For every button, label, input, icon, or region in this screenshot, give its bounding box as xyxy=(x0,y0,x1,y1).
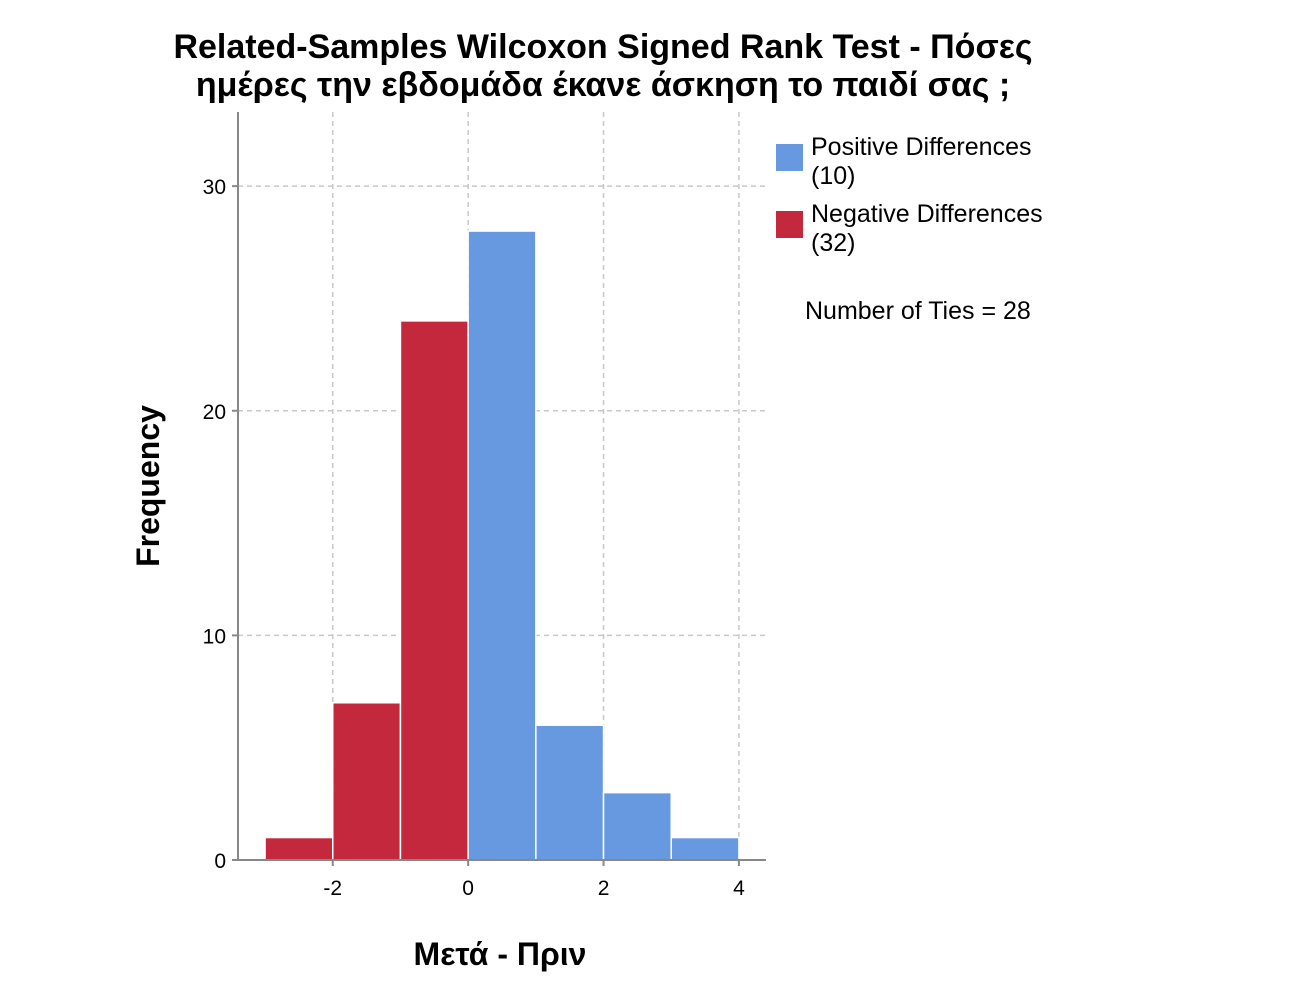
bar-positive-differences xyxy=(467,230,537,861)
chart-title-line-2: ημέρες την εβδομάδα έκανε άσκηση το παιδ… xyxy=(196,66,1010,104)
legend-count-negative: (32) xyxy=(811,229,855,257)
bar-negative-differences xyxy=(332,702,402,861)
y-tick-label: 30 xyxy=(203,176,226,199)
legend: Positive Differences (10) Negative Diffe… xyxy=(776,133,1043,325)
bar-positive-differences xyxy=(602,791,672,861)
bar-negative-differences xyxy=(399,320,469,861)
legend-swatch-positive xyxy=(776,144,803,171)
y-axis-title: Frequency xyxy=(130,405,166,567)
bar-positive-differences xyxy=(535,724,605,861)
x-tick-label: 2 xyxy=(598,877,610,900)
tick-labels: -2 0 2 4 0 10 20 30 xyxy=(203,176,745,900)
x-axis-title: Μετά - Πριν xyxy=(414,936,587,972)
legend-count-positive: (10) xyxy=(811,162,855,190)
bar-positive-differences xyxy=(670,836,740,861)
bar-negative-differences xyxy=(264,836,334,861)
y-tick-label: 20 xyxy=(203,401,226,424)
x-tick-label: 4 xyxy=(733,877,745,900)
bars xyxy=(264,230,740,861)
legend-label-negative: Negative Differences xyxy=(811,200,1043,228)
legend-label-positive: Positive Differences xyxy=(811,133,1031,161)
x-tick-label: -2 xyxy=(323,877,342,900)
legend-swatch-negative xyxy=(776,211,803,238)
axes xyxy=(232,112,766,866)
y-tick-label: 10 xyxy=(203,625,226,648)
ties-note: Number of Ties = 28 xyxy=(805,297,1031,325)
chart-title-line-1: Related-Samples Wilcoxon Signed Rank Tes… xyxy=(173,28,1032,66)
x-tick-label: 0 xyxy=(462,877,474,900)
y-tick-label: 0 xyxy=(214,850,226,873)
